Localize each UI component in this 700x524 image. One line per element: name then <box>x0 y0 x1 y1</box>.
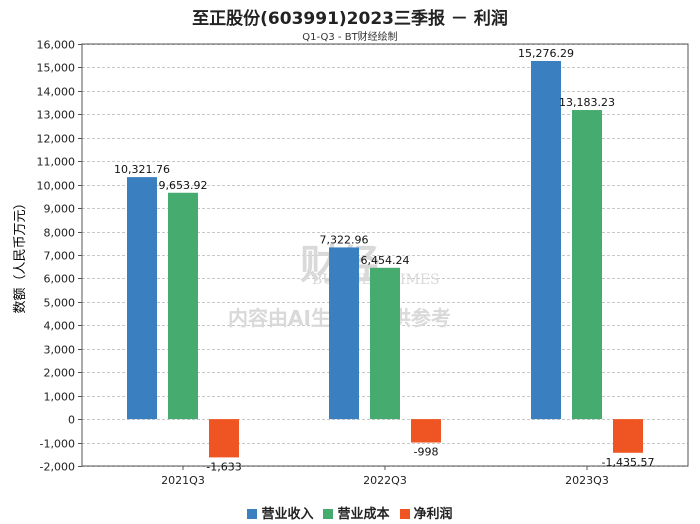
y-tick-label: 11,000 <box>37 156 76 169</box>
bar <box>209 419 239 458</box>
bars <box>127 60 643 458</box>
x-tick-label: 2022Q3 <box>363 474 407 487</box>
bar <box>168 192 198 420</box>
y-tick-label: 12,000 <box>37 133 76 146</box>
legend: 营业收入 营业成本 净利润 <box>0 503 700 522</box>
bar <box>329 247 359 420</box>
data-label: -1,435.57 <box>602 456 655 469</box>
y-tick-label: 4,000 <box>44 320 76 333</box>
legend-swatch <box>323 509 334 519</box>
legend-label: 营业收入 <box>261 507 314 522</box>
y-tick-label: 9,000 <box>44 203 76 216</box>
data-label: 10,321.76 <box>114 163 170 176</box>
data-label: -998 <box>414 446 439 459</box>
y-tick-label: 6,000 <box>44 273 76 286</box>
y-tick-label: 14,000 <box>37 86 76 99</box>
y-tick-label: 0 <box>68 414 75 427</box>
y-tick-label: 8,000 <box>44 227 76 240</box>
x-tick-label: 2023Q3 <box>565 474 609 487</box>
bar <box>370 267 400 420</box>
y-tick-label: 10,000 <box>37 180 76 193</box>
y-tick-label: 3,000 <box>44 344 76 357</box>
data-label: 6,454.24 <box>361 254 410 267</box>
legend-item: 营业成本 <box>323 503 390 522</box>
legend-item: 营业收入 <box>247 503 313 522</box>
bar <box>531 60 561 420</box>
data-label: 9,653.92 <box>159 179 208 192</box>
y-tick-label: 7,000 <box>44 250 76 263</box>
legend-label: 净利润 <box>413 507 453 522</box>
data-label: 7,322.96 <box>320 233 369 246</box>
bar <box>127 177 157 420</box>
legend-swatch <box>247 509 258 519</box>
y-tick-label: 5,000 <box>44 297 76 310</box>
y-tick-label: -1,000 <box>40 438 75 451</box>
legend-label: 营业成本 <box>337 507 390 522</box>
x-tick-label: 2021Q3 <box>161 474 205 487</box>
legend-item: 净利润 <box>399 503 453 522</box>
y-tick-label: 13,000 <box>37 109 76 122</box>
data-label: 13,183.23 <box>559 96 615 109</box>
bar <box>572 110 602 420</box>
data-labels: 10,321.76 9,653.92 -1,633 7,322.96 6,454.24 -… <box>114 47 654 473</box>
data-label: 15,276.29 <box>518 47 574 60</box>
y-tick-label: 16,000 <box>37 39 76 52</box>
y-tick-label: 2,000 <box>44 367 76 380</box>
legend-swatch <box>399 509 410 519</box>
y-axis-label: 数额（人民币万元） <box>13 196 28 313</box>
bar <box>613 419 643 453</box>
ticks: -2,000 -1,000 0 1,000 2,000 3,000 4,000 5,000 6,… <box>37 39 609 488</box>
y-tick-label: 15,000 <box>37 62 76 75</box>
chart: 财经 BUSINESSTIMES 内容由AI生成，仅供参考 10,321.769… <box>13 39 689 488</box>
bar <box>411 419 441 443</box>
chart-title: 至正股份(603991)2023三季报 － 利润 <box>192 9 508 29</box>
data-label: -1,633 <box>206 460 241 473</box>
y-tick-label: -2,000 <box>40 461 75 474</box>
chart-subtitle: Q1-Q3 - BT财经绘制 <box>302 32 398 43</box>
y-tick-label: 1,000 <box>44 391 76 404</box>
